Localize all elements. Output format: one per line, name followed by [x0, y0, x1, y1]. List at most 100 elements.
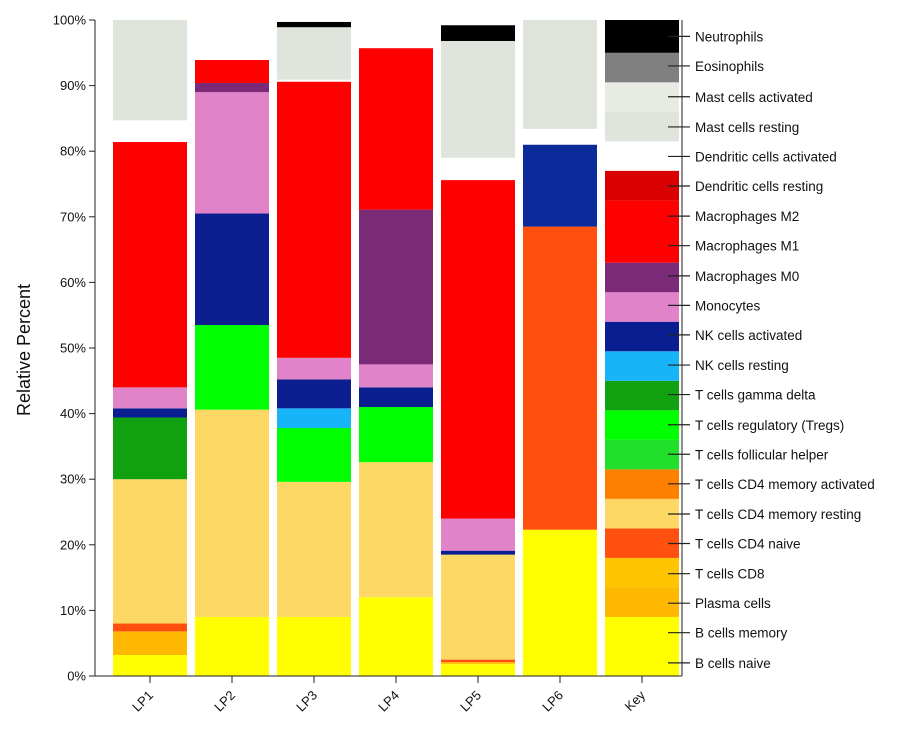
bar-lp2-macrophages-m1	[195, 60, 269, 83]
key-swatch-macrophages-m0	[605, 262, 679, 293]
x-tick-label-lp2: LP2	[211, 688, 238, 715]
bar-lp3-macrophages-m1	[277, 81, 351, 358]
bar-lp5-macrophages-m1	[441, 180, 515, 519]
bar-lp3-b-cells-naive	[277, 616, 351, 676]
legend-label-dendritic-cells-resting: Dendritic cells resting	[695, 179, 823, 194]
bar-lp2-monocytes	[195, 92, 269, 214]
legend-label-b-cells-memory: B cells memory	[695, 626, 788, 641]
key-swatch-macrophages-m1	[605, 200, 679, 263]
legend-label-macrophages-m1: Macrophages M1	[695, 239, 799, 254]
bar-lp3-t-cells-regulatory-tregs	[277, 428, 351, 482]
bar-lp1-mast-cells-resting	[113, 20, 187, 121]
y-tick-label: 20%	[60, 537, 86, 552]
legend-label-t-cells-cd4-naive: T cells CD4 naive	[695, 536, 801, 551]
bar-lp3-dendritic-cells-activated	[277, 79, 351, 82]
key-swatch-nk-cells-activated	[605, 321, 679, 352]
bar-lp5-dendritic-cells-activated	[441, 157, 515, 181]
bar-lp6-mast-cells-resting	[523, 20, 597, 129]
legend-label-macrophages-m2: Macrophages M2	[695, 209, 799, 224]
y-tick-label: 90%	[60, 78, 86, 93]
key-swatch-mast-cells-resting	[605, 111, 679, 142]
legend-label-neutrophils: Neutrophils	[695, 29, 764, 44]
bar-lp3-nk-cells-resting	[277, 408, 351, 429]
bar-lp6-dendritic-cells-resting	[523, 144, 597, 227]
bar-lp6-t-cells-cd4-naive	[523, 226, 597, 530]
y-tick-label: 80%	[60, 144, 86, 159]
key-swatch-t-cells-gamma-delta	[605, 380, 679, 411]
key-swatch-t-cells-cd4-memory-resting	[605, 498, 679, 529]
bar-lp4-monocytes	[359, 364, 433, 388]
bar-lp2-macrophages-m0	[195, 82, 269, 93]
key-swatch-eosinophils	[605, 52, 679, 83]
bar-lp5-monocytes	[441, 518, 515, 551]
bar-lp4-b-cells-naive	[359, 597, 433, 676]
key-swatch-t-cells-cd8	[605, 557, 679, 588]
key-swatch-t-cells-regulatory-tregs	[605, 410, 679, 440]
legend: Neutrophils Eosinophils Mast cells activat…	[668, 29, 875, 671]
bar-lp5-t-cells-cd4-naive	[441, 659, 515, 663]
legend-label-t-cells-cd8: T cells CD8	[695, 567, 765, 582]
y-tick-label: 30%	[60, 472, 86, 487]
legend-label-t-cells-cd4-memory-resting: T cells CD4 memory resting	[695, 507, 861, 522]
bar-lp3-t-cells-cd4-memory-resting	[277, 481, 351, 617]
legend-label-monocytes: Monocytes	[695, 298, 761, 313]
x-tick-label-key: Key	[622, 687, 649, 714]
y-tick-label: 70%	[60, 209, 86, 224]
key-swatch-dendritic-cells-resting	[605, 170, 679, 201]
key-swatch-t-cells-cd4-memory-activated	[605, 469, 679, 499]
bar-lp4-t-cells-cd4-memory-resting	[359, 462, 433, 598]
y-tick-label: 100%	[53, 13, 87, 28]
bar-lp5-nk-cells-activated	[441, 550, 515, 555]
legend-label-dendritic-cells-activated: Dendritic cells activated	[695, 149, 837, 164]
bar-lp4-t-cells-regulatory-tregs	[359, 407, 433, 463]
bar-lp1-t-cells-cd4-naive	[113, 623, 187, 632]
bar-lp4-macrophages-m0	[359, 209, 433, 365]
legend-label-macrophages-m0: Macrophages M0	[695, 269, 799, 284]
key-swatch-neutrophils	[605, 20, 679, 53]
key-swatch-mast-cells-activated	[605, 82, 679, 112]
y-tick-label: 60%	[60, 275, 86, 290]
legend-label-nk-cells-resting: NK cells resting	[695, 358, 789, 373]
y-tick-label: 10%	[60, 603, 86, 618]
bar-lp3-neutrophils	[277, 21, 351, 28]
bar-lp5-neutrophils	[441, 25, 515, 41]
y-tick-label: 40%	[60, 406, 86, 421]
key-swatch-t-cells-follicular-helper	[605, 439, 679, 470]
bar-lp1-t-cells-gamma-delta	[113, 417, 187, 480]
key-column	[605, 20, 679, 676]
legend-label-t-cells-follicular-helper: T cells follicular helper	[695, 447, 829, 462]
x-tick-label-lp4: LP4	[375, 688, 402, 715]
y-tick-label: 0%	[67, 669, 86, 684]
bar-lp4-nk-cells-activated	[359, 387, 433, 408]
bar-lp2-t-cells-cd4-memory-resting	[195, 409, 269, 617]
bar-lp3-mast-cells-resting	[277, 27, 351, 80]
key-swatch-monocytes	[605, 292, 679, 322]
legend-label-t-cells-gamma-delta: T cells gamma delta	[695, 388, 816, 403]
x-tick-label-lp5: LP5	[457, 688, 484, 715]
legend-label-eosinophils: Eosinophils	[695, 59, 764, 74]
legend-label-b-cells-naive: B cells naive	[695, 656, 771, 671]
bar-lp1-monocytes	[113, 387, 187, 409]
key-swatch-plasma-cells	[605, 587, 679, 617]
bar-lp3-monocytes	[277, 357, 351, 380]
x-tick-label-lp6: LP6	[539, 688, 566, 715]
bar-lp1-macrophages-m1	[113, 142, 187, 388]
bar-lp4-macrophages-m1	[359, 48, 433, 210]
bar-lp2-b-cells-naive	[195, 616, 269, 676]
legend-label-t-cells-cd4-memory-activated: T cells CD4 memory activated	[695, 477, 875, 492]
legend-label-plasma-cells: Plasma cells	[695, 596, 771, 611]
x-tick-label-lp1: LP1	[129, 688, 156, 715]
legend-label-mast-cells-resting: Mast cells resting	[695, 120, 799, 135]
x-tick-label-lp3: LP3	[293, 688, 320, 715]
key-swatch-b-cells-naive	[605, 616, 679, 676]
bar-lp5-b-cells-naive	[441, 664, 515, 676]
key-swatch-nk-cells-resting	[605, 351, 679, 381]
bar-lp3-nk-cells-activated	[277, 379, 351, 409]
y-axis-title: Relative Percent	[14, 284, 34, 416]
legend-label-t-cells-regulatory-tregs: T cells regulatory (Tregs)	[695, 418, 844, 433]
bar-lp1-plasma-cells	[113, 631, 187, 656]
bar-lp5-t-cells-cd8	[441, 662, 515, 665]
bar-lp6-b-cells-naive	[523, 529, 597, 676]
